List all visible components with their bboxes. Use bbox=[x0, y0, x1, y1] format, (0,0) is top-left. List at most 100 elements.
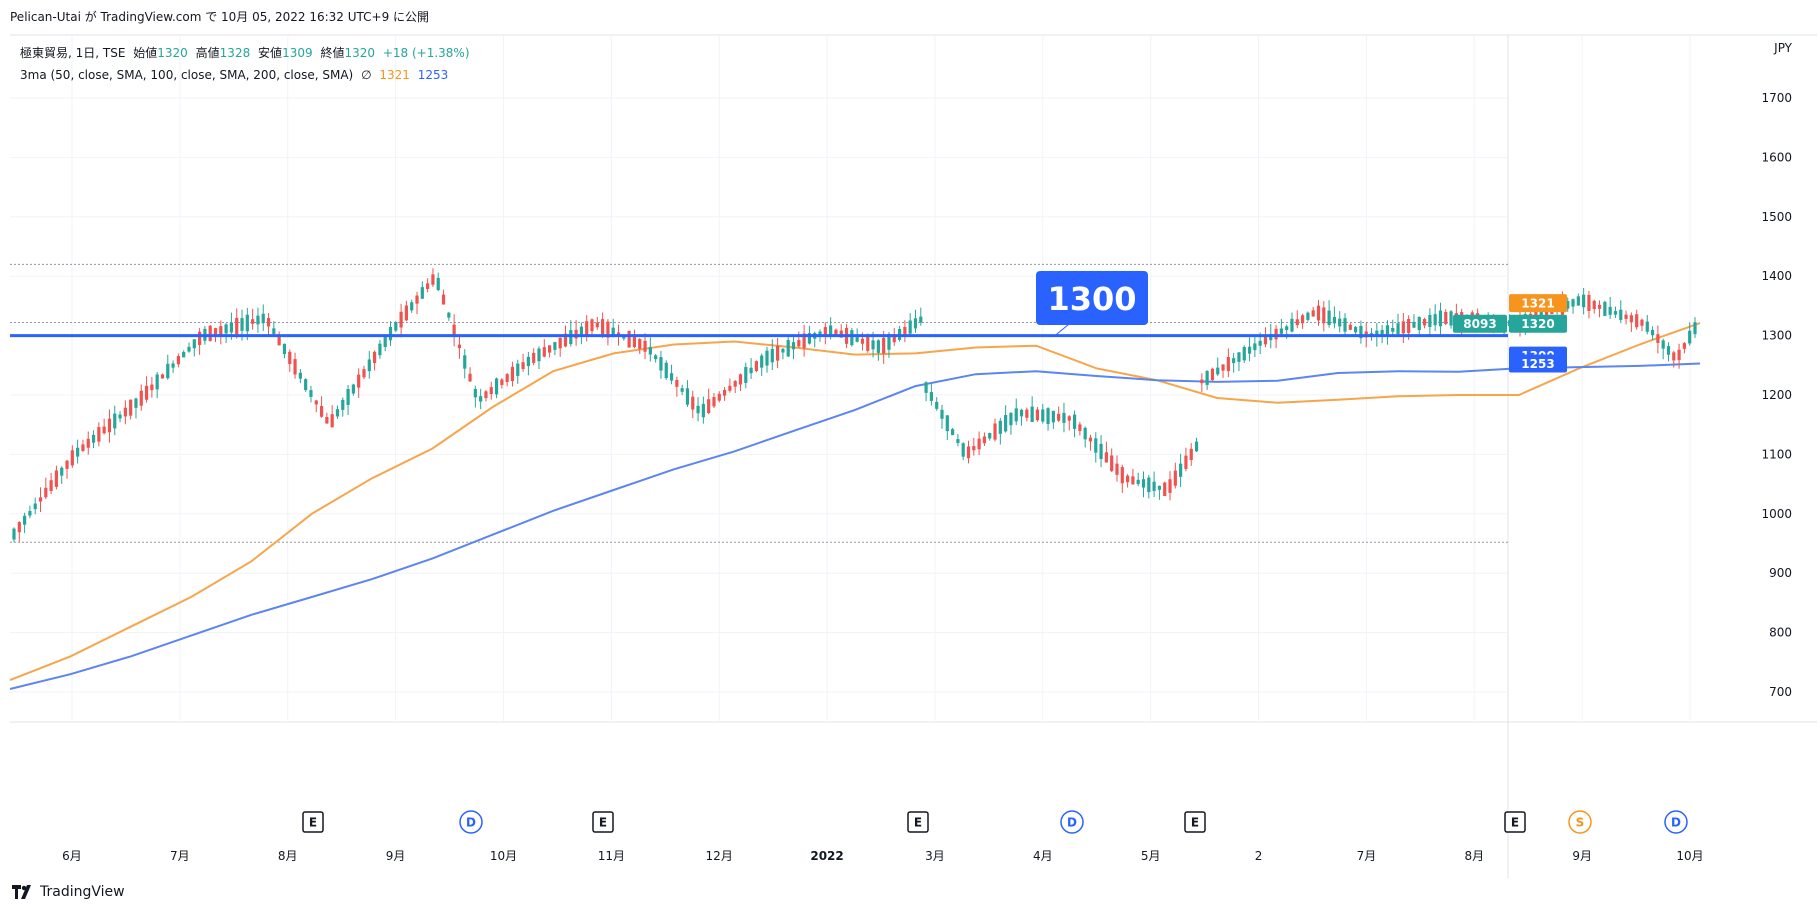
candle bbox=[654, 354, 658, 363]
candle bbox=[707, 388, 711, 415]
candle-body bbox=[558, 337, 562, 349]
y-tick-label: 1100 bbox=[1761, 447, 1792, 461]
candle-body bbox=[309, 390, 313, 397]
candle bbox=[12, 527, 16, 543]
candle-body bbox=[420, 287, 424, 299]
candle-body bbox=[1147, 477, 1151, 493]
candle bbox=[134, 397, 138, 419]
candle-body bbox=[590, 319, 594, 332]
candle bbox=[107, 409, 112, 443]
candle-body bbox=[70, 450, 74, 466]
candle-body bbox=[744, 366, 748, 383]
x-tick-label: 10月 bbox=[490, 849, 517, 863]
candle bbox=[224, 323, 228, 344]
event-marker-e[interactable]: E bbox=[907, 811, 929, 833]
candle-body bbox=[510, 366, 515, 382]
candle-body bbox=[107, 418, 112, 433]
x-tick-label: 6月 bbox=[62, 849, 82, 863]
candle bbox=[701, 396, 705, 424]
x-tick-label: 8月 bbox=[1464, 849, 1484, 863]
dotted-levels bbox=[10, 263, 1508, 543]
chart-grid bbox=[10, 34, 1817, 878]
horizontal-line-1300[interactable]: 1300 bbox=[10, 271, 1508, 338]
candle-body bbox=[282, 343, 287, 355]
candle-body bbox=[150, 384, 154, 391]
event-marker-d[interactable]: D bbox=[1060, 810, 1084, 834]
y-tick-label: 1600 bbox=[1761, 150, 1792, 164]
y-tick-label: 1500 bbox=[1761, 210, 1792, 224]
candle-body bbox=[1348, 324, 1352, 330]
candle-body bbox=[1444, 311, 1448, 325]
candle bbox=[1640, 318, 1644, 331]
candle-body bbox=[1688, 330, 1692, 344]
candle-body bbox=[1619, 309, 1623, 320]
candle bbox=[1613, 306, 1618, 318]
candle-body bbox=[553, 342, 557, 350]
candle bbox=[388, 321, 393, 346]
ma-blue-line bbox=[9, 362, 1701, 690]
candle-body bbox=[1396, 323, 1400, 334]
candle-body bbox=[882, 337, 886, 354]
candle bbox=[1645, 315, 1649, 335]
candle bbox=[1661, 338, 1665, 360]
candle-body bbox=[807, 333, 812, 344]
candle bbox=[182, 350, 186, 358]
candle-body bbox=[855, 337, 859, 342]
candle bbox=[1019, 408, 1024, 426]
tradingview-brand[interactable]: TradingView bbox=[12, 884, 125, 900]
candle bbox=[696, 397, 700, 422]
x-tick-label: 5月 bbox=[1141, 849, 1161, 863]
y-tick-label: 900 bbox=[1769, 566, 1792, 580]
candle bbox=[1141, 471, 1146, 498]
candle-body bbox=[1179, 463, 1183, 477]
candle bbox=[171, 360, 175, 373]
candle bbox=[1279, 318, 1283, 337]
candle bbox=[638, 338, 642, 355]
candle bbox=[977, 431, 981, 456]
callout-box bbox=[1036, 271, 1148, 325]
candle-body bbox=[1141, 479, 1146, 488]
candle-body bbox=[850, 330, 854, 346]
candle bbox=[123, 400, 127, 425]
candle-body bbox=[1285, 326, 1289, 331]
candle-body bbox=[144, 385, 149, 400]
event-marker-d[interactable]: D bbox=[459, 810, 483, 834]
event-marker-s[interactable]: S bbox=[1568, 810, 1592, 834]
candle-body bbox=[823, 327, 827, 335]
candle bbox=[1619, 300, 1623, 324]
event-letter: E bbox=[1511, 816, 1519, 830]
candle bbox=[738, 373, 743, 391]
candle-body bbox=[176, 355, 180, 365]
candle bbox=[897, 325, 902, 342]
candle bbox=[60, 466, 64, 484]
candle-body bbox=[436, 277, 440, 291]
candle-body bbox=[749, 367, 753, 374]
event-marker-e[interactable]: E bbox=[592, 811, 614, 833]
event-marker-e[interactable]: E bbox=[302, 811, 324, 833]
event-marker-e[interactable]: E bbox=[1184, 811, 1206, 833]
candle-body bbox=[97, 427, 101, 442]
candle bbox=[1025, 407, 1029, 422]
legend-row-indicator: 3ma (50, close, SMA, 100, close, SMA, 20… bbox=[20, 64, 474, 86]
y-tick-label: 800 bbox=[1769, 626, 1792, 640]
candle-body bbox=[733, 381, 737, 387]
candle bbox=[362, 365, 366, 380]
price-chart[interactable]: 700 800 900 1000 1100 1200 1300 1400 1500 1600 170… bbox=[0, 0, 1817, 880]
candle bbox=[341, 397, 345, 417]
candle bbox=[1173, 462, 1177, 489]
candle-body bbox=[1635, 314, 1639, 328]
candle bbox=[298, 369, 302, 384]
event-marker-d[interactable]: D bbox=[1664, 810, 1688, 834]
candle-body bbox=[288, 351, 292, 364]
candle-body bbox=[1672, 352, 1676, 361]
candle-body bbox=[940, 409, 944, 419]
candle-body bbox=[871, 340, 875, 350]
earnings-marker-icon bbox=[1504, 811, 1526, 833]
candle-body bbox=[1226, 357, 1230, 372]
candle bbox=[786, 337, 790, 358]
event-marker-e[interactable]: E bbox=[1504, 811, 1526, 833]
candle bbox=[728, 378, 732, 393]
legend-indicator-symbol[interactable]: ∅ bbox=[361, 68, 372, 82]
candle-body bbox=[1677, 349, 1681, 361]
